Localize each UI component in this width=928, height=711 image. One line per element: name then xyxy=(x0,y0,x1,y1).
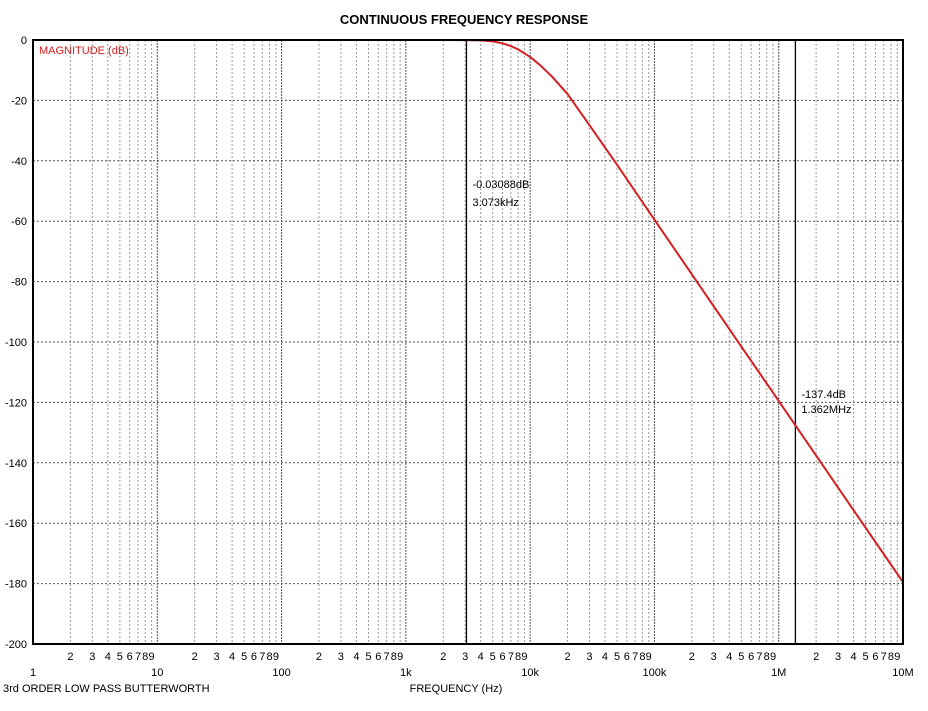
x-minor-tick-label: 6 xyxy=(748,651,754,663)
x-minor-tick-label: 8 xyxy=(515,651,521,663)
cursor-layer: -0.03088dB 3.073kHz -137.4dB 1.362MHz xyxy=(465,40,852,644)
plot-frame xyxy=(32,39,904,645)
x-minor-tick-label: 3 xyxy=(835,651,841,663)
x-minor-tick-label: 5 xyxy=(863,651,869,663)
x-minor-tick-label: 3 xyxy=(89,651,95,663)
x-major-tick-label: 10M xyxy=(892,667,913,679)
x-axis-label: FREQUENCY (Hz) xyxy=(410,683,503,695)
cursor-value-label: -0.03088dB xyxy=(472,179,529,191)
cursor-frequency-label: 1.362MHz xyxy=(801,404,851,416)
x-minor-tick-label: 2 xyxy=(440,651,446,663)
x-minor-tick-label: 9 xyxy=(273,651,279,663)
series-label-magnitude: MAGNITUDE (dB) xyxy=(39,45,129,57)
x-minor-tick-label: 5 xyxy=(738,651,744,663)
y-tick-label: -120 xyxy=(5,397,27,409)
x-minor-tick-label: 5 xyxy=(117,651,123,663)
cursor-value-label: -137.4dB xyxy=(801,389,846,401)
x-major-tick-label: 10 xyxy=(151,667,163,679)
x-minor-tick-label: 3 xyxy=(462,651,468,663)
x-minor-tick-label: 2 xyxy=(813,651,819,663)
plot-area xyxy=(33,40,903,644)
x-major-tick-label: 1 xyxy=(30,667,36,679)
x-minor-tick-label: 5 xyxy=(241,651,247,663)
x-minor-tick-label: 6 xyxy=(127,651,133,663)
x-minor-tick-label: 5 xyxy=(490,651,496,663)
x-minor-tick-label: 4 xyxy=(229,651,235,663)
x-minor-tick-label: 7 xyxy=(632,651,638,663)
x-minor-tick-label: 4 xyxy=(105,651,111,663)
x-minor-tick-label: 3 xyxy=(586,651,592,663)
x-minor-tick-label: 3 xyxy=(214,651,220,663)
x-minor-tick-label: 7 xyxy=(508,651,514,663)
cursor-frequency-label: 3.073kHz xyxy=(472,197,518,209)
x-minor-tick-label: 8 xyxy=(764,651,770,663)
x-minor-tick-label: 8 xyxy=(266,651,272,663)
x-minor-tick-label: 9 xyxy=(646,651,652,663)
x-minor-tick-label: 6 xyxy=(872,651,878,663)
x-major-tick-label: 1k xyxy=(400,667,412,679)
x-minor-tick-label: 4 xyxy=(726,651,732,663)
x-minor-tick-label: 4 xyxy=(602,651,608,663)
x-minor-tick-label: 6 xyxy=(624,651,630,663)
x-minor-tick-label: 9 xyxy=(149,651,155,663)
y-tick-label: -60 xyxy=(11,216,27,228)
x-minor-tick-label: 5 xyxy=(365,651,371,663)
x-minor-tick-label: 7 xyxy=(259,651,265,663)
x-minor-tick-label: 7 xyxy=(384,651,390,663)
x-minor-tick-label: 2 xyxy=(192,651,198,663)
footer-label: 3rd ORDER LOW PASS BUTTERWORTH xyxy=(3,683,210,695)
x-minor-tick-label: 2 xyxy=(316,651,322,663)
x-minor-tick-label: 6 xyxy=(500,651,506,663)
x-minor-tick-label: 7 xyxy=(881,651,887,663)
x-minor-tick-label: 7 xyxy=(135,651,141,663)
x-minor-tick-label: 2 xyxy=(67,651,73,663)
x-major-tick-label: 100k xyxy=(642,667,666,679)
x-minor-tick-label: 6 xyxy=(375,651,381,663)
x-major-tick-label: 100 xyxy=(272,667,290,679)
y-tick-label: -100 xyxy=(5,337,27,349)
x-minor-tick-label: 5 xyxy=(614,651,620,663)
major-gridlines xyxy=(33,40,903,644)
x-major-tick-label: 1M xyxy=(771,667,786,679)
x-minor-tick-label: 3 xyxy=(338,651,344,663)
x-minor-tick-label: 2 xyxy=(689,651,695,663)
x-minor-tick-label: 8 xyxy=(391,651,397,663)
x-minor-tick-label: 9 xyxy=(521,651,527,663)
x-major-tick-label: 10k xyxy=(521,667,539,679)
x-minor-tick-label: 9 xyxy=(894,651,900,663)
y-axis-tick-labels: 0 -20 -40 -60 -80 -100 -120 -140 -160 -180 -200 xyxy=(5,35,27,651)
y-tick-label: -40 xyxy=(11,156,27,168)
x-minor-tick-label: 9 xyxy=(770,651,776,663)
chart-title: CONTINUOUS FREQUENCY RESPONSE xyxy=(340,12,589,27)
y-tick-label: -80 xyxy=(11,277,27,289)
x-minor-tick-label: 8 xyxy=(142,651,148,663)
x-minor-tick-label: 2 xyxy=(564,651,570,663)
x-minor-tick-label: 6 xyxy=(251,651,257,663)
x-minor-tick-label: 8 xyxy=(639,651,645,663)
x-minor-tick-label: 4 xyxy=(353,651,359,663)
y-tick-label: -200 xyxy=(5,639,27,651)
y-tick-label: -20 xyxy=(11,95,27,107)
x-minor-tick-label: 4 xyxy=(850,651,856,663)
x-minor-tick-label: 3 xyxy=(711,651,717,663)
x-minor-tick-label: 8 xyxy=(888,651,894,663)
x-minor-tick-label: 4 xyxy=(478,651,484,663)
x-minor-tick-label: 7 xyxy=(756,651,762,663)
y-tick-label: 0 xyxy=(21,35,27,47)
y-tick-label: -160 xyxy=(5,518,27,530)
y-tick-label: -140 xyxy=(5,458,27,470)
y-tick-label: -180 xyxy=(5,579,27,591)
x-minor-tick-label: 9 xyxy=(397,651,403,663)
